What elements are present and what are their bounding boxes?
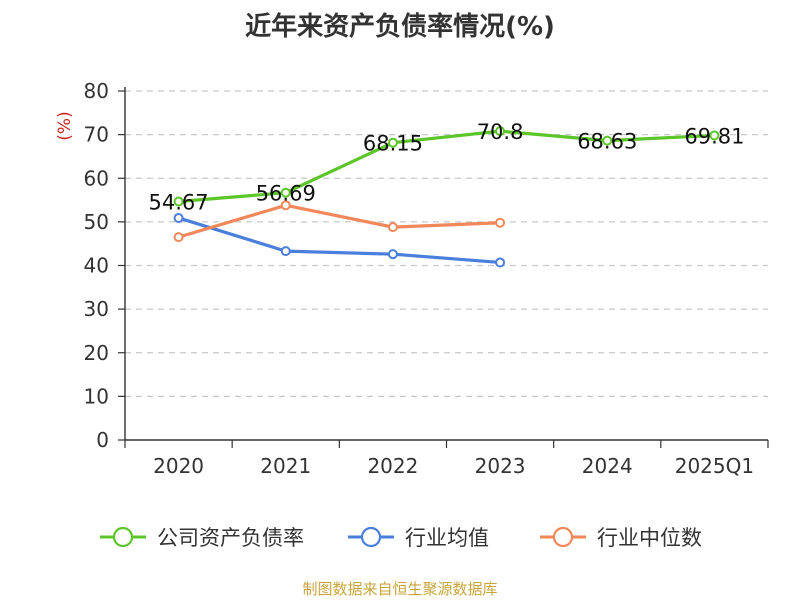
data-label: 69.81 [684, 124, 744, 148]
y-tick-label: 0 [96, 428, 109, 452]
data-label: 70.8 [477, 120, 524, 144]
x-tick-label: 2020 [153, 454, 204, 478]
series-line [178, 203, 501, 239]
data-point [280, 200, 291, 211]
data-label: 68.63 [577, 130, 637, 154]
legend-swatch-marker [112, 526, 134, 548]
legend-swatch-marker [360, 526, 382, 548]
data-label: 56.69 [256, 182, 316, 206]
y-tick-label: 70 [84, 123, 109, 147]
data-point [387, 222, 398, 233]
x-tick-label: 2024 [582, 454, 633, 478]
data-point [173, 196, 184, 207]
data-point [173, 212, 184, 223]
legend-label: 行业中位数 [597, 526, 702, 550]
y-tick-label: 50 [84, 210, 109, 234]
data-point [495, 126, 506, 137]
data-point [387, 249, 398, 260]
y-tick-label: 60 [84, 166, 109, 190]
data-point [173, 232, 184, 243]
chart-title: 近年来资产负债率情况(%) [245, 12, 555, 42]
y-tick-label: 10 [84, 384, 109, 408]
source-note: 制图数据来自恒生聚源数据库 [302, 580, 498, 598]
data-point [495, 257, 506, 268]
legend-label: 行业均值 [405, 526, 489, 550]
series-line [178, 216, 501, 265]
data-point [387, 137, 398, 148]
y-tick-label: 30 [84, 297, 109, 321]
legend-swatch-marker [552, 526, 574, 548]
data-point [495, 217, 506, 228]
y-tick-label: 40 [84, 254, 109, 278]
data-label: 68.15 [363, 132, 423, 156]
data-point [280, 246, 291, 257]
data-point [280, 187, 291, 198]
data-point [709, 130, 720, 141]
y-tick-label: 80 [84, 79, 109, 103]
data-label: 54.67 [149, 191, 209, 215]
y-tick-label: 20 [84, 341, 109, 365]
series-line [178, 129, 715, 204]
x-tick-label: 2025Q1 [675, 454, 754, 478]
data-point [602, 135, 613, 146]
x-tick-label: 2023 [475, 454, 526, 478]
x-tick-label: 2022 [367, 454, 418, 478]
y-axis-label: (%) [55, 111, 75, 140]
x-tick-label: 2021 [260, 454, 311, 478]
legend-label: 公司资产负债率 [157, 526, 304, 550]
